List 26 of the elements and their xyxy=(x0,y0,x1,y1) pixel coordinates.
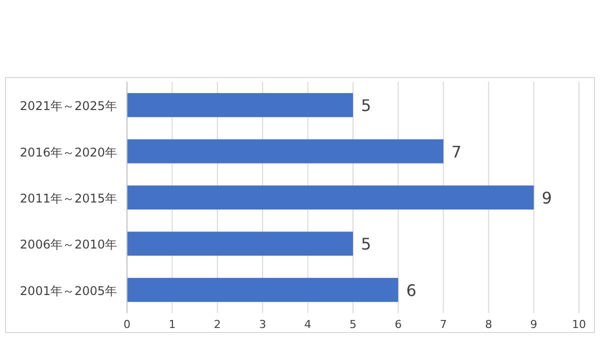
y-tick-label: 2011年～2015年 xyxy=(20,192,117,206)
x-tick-label: 2 xyxy=(214,318,221,331)
x-tick-label: 9 xyxy=(530,318,538,331)
y-tick-label: 2001年～2005年 xyxy=(20,284,117,298)
y-tick-label: 2006年～2010年 xyxy=(20,238,117,252)
x-tick-label: 0 xyxy=(124,318,130,331)
y-tick-label: 2021年～2025年 xyxy=(20,99,117,114)
x-tick-label: 5 xyxy=(350,318,356,331)
x-tick-label: 7 xyxy=(440,318,447,331)
x-tick-label: 8 xyxy=(485,318,492,331)
bar xyxy=(127,93,353,118)
y-tick-label: 2016年～2020年 xyxy=(20,145,117,160)
x-tick-label: 6 xyxy=(394,318,402,331)
bar xyxy=(127,232,353,256)
data-label: 7 xyxy=(451,142,462,162)
bar xyxy=(127,278,398,302)
x-tick-label: 4 xyxy=(304,318,312,331)
x-tick-label: 3 xyxy=(259,318,266,331)
data-label: 5 xyxy=(361,96,372,116)
data-label: 6 xyxy=(406,280,416,300)
bar xyxy=(127,139,444,164)
data-label: 9 xyxy=(542,188,552,208)
x-tick-label: 10 xyxy=(572,318,586,331)
data-label: 5 xyxy=(361,234,372,254)
bar xyxy=(127,185,534,210)
x-tick-label: 1 xyxy=(168,318,176,331)
